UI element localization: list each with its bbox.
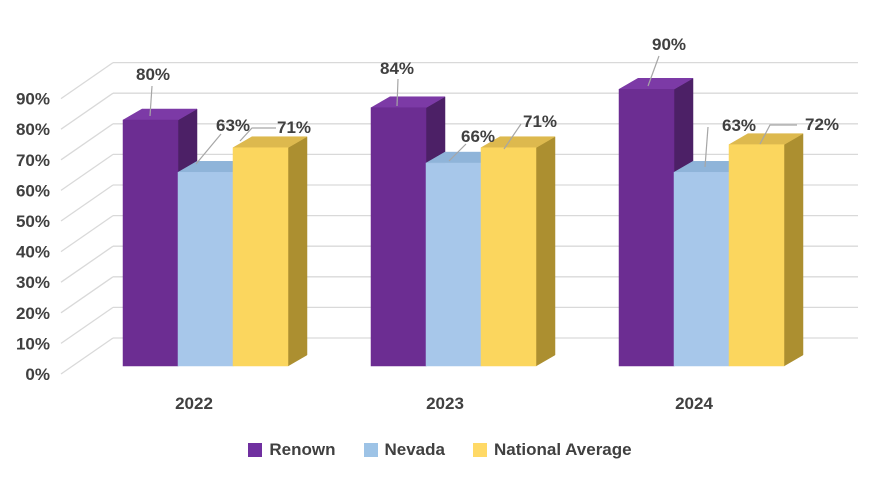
y-axis-tick-label: 70% [16, 151, 50, 170]
data-label-leader-line [239, 127, 276, 142]
data-label-nevada-2024: 63% [722, 116, 756, 135]
y-axis-tick-label: 90% [16, 90, 50, 109]
axis-tick-connector [60, 306, 114, 344]
legend-swatch-nevada [363, 443, 378, 457]
chart-legend: Renown Nevada National Average [0, 440, 880, 460]
bar-renown-2024 [618, 89, 675, 367]
axis-tick-connector [60, 92, 114, 130]
data-label-nevada-2023: 66% [461, 127, 495, 146]
y-axis-tick-label: 10% [16, 334, 50, 353]
data-label-renown-2023: 84% [380, 59, 414, 78]
x-axis-category-label: 2023 [426, 394, 464, 413]
bar-nevada-2022 [177, 172, 234, 367]
data-label-national-average-2022: 71% [277, 118, 311, 137]
legend-swatch-renown [248, 443, 263, 457]
data-label-leader-line [647, 55, 660, 87]
data-label-leader-line [503, 123, 522, 150]
legend-item-renown: Renown [248, 440, 336, 460]
bar-national-average-2022 [232, 147, 289, 367]
axis-tick-connector [60, 215, 114, 253]
legend-label-national-average: National Average [493, 440, 632, 459]
legend-label-nevada: Nevada [384, 440, 445, 459]
y-axis-tick-label: 20% [16, 304, 50, 323]
y-axis-tick-label: 0% [25, 365, 50, 384]
bar-national-average-2024-side [783, 133, 804, 367]
data-label-leader-line [149, 85, 153, 117]
bar-nevada-2023 [425, 162, 482, 367]
axis-tick-connector [60, 245, 114, 283]
bar-national-average-2022-side [287, 136, 308, 367]
legend-item-national-average: National Average [472, 440, 632, 460]
axis-tick-connector [60, 276, 114, 314]
y-axis-tick-label: 60% [16, 181, 50, 200]
data-label-renown-2022: 80% [136, 65, 170, 84]
data-label-leader-line [448, 143, 467, 162]
bar-national-average-2023-side [535, 136, 556, 367]
legend-item-nevada: Nevada [363, 440, 445, 460]
data-label-national-average-2023: 71% [523, 112, 557, 131]
legend-swatch-national-average [472, 443, 487, 457]
data-label-leader-line [195, 133, 222, 165]
data-label-leader-line [704, 126, 709, 168]
data-label-leader-line [759, 124, 797, 145]
bar-renown-2023 [370, 107, 427, 367]
y-axis-tick-label: 80% [16, 120, 50, 139]
axis-tick-connector [60, 153, 114, 191]
data-label-national-average-2024: 72% [805, 115, 839, 134]
bar-renown-2022 [122, 119, 179, 367]
y-axis-tick-label: 50% [16, 212, 50, 231]
legend-label-renown: Renown [269, 440, 336, 459]
bar-national-average-2023 [480, 147, 537, 367]
bar-national-average-2024 [728, 144, 785, 367]
y-axis-tick-label: 30% [16, 273, 50, 292]
axis-tick-connector [60, 184, 114, 222]
axis-tick-connector [60, 337, 114, 375]
axis-tick-connector [60, 62, 114, 100]
y-axis-tick-label: 40% [16, 243, 50, 262]
data-label-leader-line [396, 78, 399, 107]
axis-tick-connector [60, 123, 114, 161]
bar-nevada-2024 [673, 172, 730, 367]
bar-chart-3d: 0% 10% 20% 30% 40% 50% 60% 70% 80% 90% 80% 63% 71% 84… [16, 35, 858, 413]
x-axis-category-label: 2024 [675, 394, 713, 413]
data-label-nevada-2022: 63% [216, 116, 250, 135]
x-axis-category-label: 2022 [175, 394, 213, 413]
data-label-renown-2024: 90% [652, 35, 686, 54]
